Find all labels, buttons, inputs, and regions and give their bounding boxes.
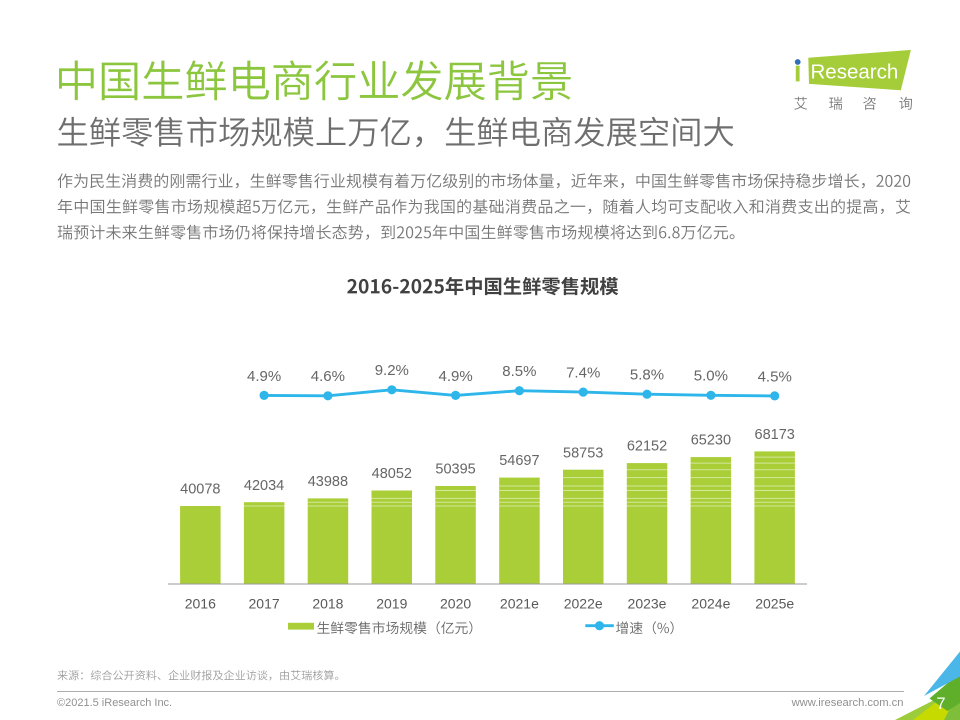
svg-text:4.9%: 4.9% — [438, 368, 472, 385]
svg-text:54697: 54697 — [499, 453, 539, 469]
svg-text:40078: 40078 — [180, 482, 220, 498]
svg-text:2021e: 2021e — [500, 595, 539, 611]
svg-text:9.2%: 9.2% — [375, 362, 409, 379]
svg-text:50395: 50395 — [435, 462, 475, 478]
svg-text:4.6%: 4.6% — [311, 368, 345, 385]
svg-text:2016: 2016 — [185, 595, 216, 611]
svg-text:65230: 65230 — [691, 433, 731, 449]
svg-text:68173: 68173 — [755, 427, 795, 443]
svg-text:2018: 2018 — [312, 595, 343, 611]
svg-text:7.4%: 7.4% — [566, 365, 600, 382]
svg-text:©2021.5 iResearch Inc.: ©2021.5 iResearch Inc. — [57, 697, 172, 709]
svg-text:8.5%: 8.5% — [502, 363, 536, 380]
svg-text:2019: 2019 — [376, 595, 407, 611]
svg-text:2020: 2020 — [440, 595, 471, 611]
svg-text:2017: 2017 — [249, 595, 280, 611]
svg-text:4.5%: 4.5% — [758, 368, 792, 385]
svg-text:5.8%: 5.8% — [630, 367, 664, 384]
svg-text:7: 7 — [936, 695, 945, 713]
svg-text:62152: 62152 — [627, 439, 667, 455]
svg-text:4.9%: 4.9% — [247, 368, 281, 385]
svg-text:48052: 48052 — [372, 466, 412, 482]
svg-text:Research: Research — [811, 61, 899, 84]
svg-text:43988: 43988 — [308, 474, 348, 490]
svg-text:2022e: 2022e — [564, 595, 603, 611]
svg-text:42034: 42034 — [244, 478, 284, 494]
svg-text:2024e: 2024e — [691, 595, 730, 611]
svg-text:5.0%: 5.0% — [694, 368, 728, 385]
svg-text:2025e: 2025e — [755, 595, 794, 611]
svg-text:www.iresearch.com.cn: www.iresearch.com.cn — [791, 697, 904, 709]
svg-text:2023e: 2023e — [628, 595, 667, 611]
svg-text:58753: 58753 — [563, 445, 603, 461]
